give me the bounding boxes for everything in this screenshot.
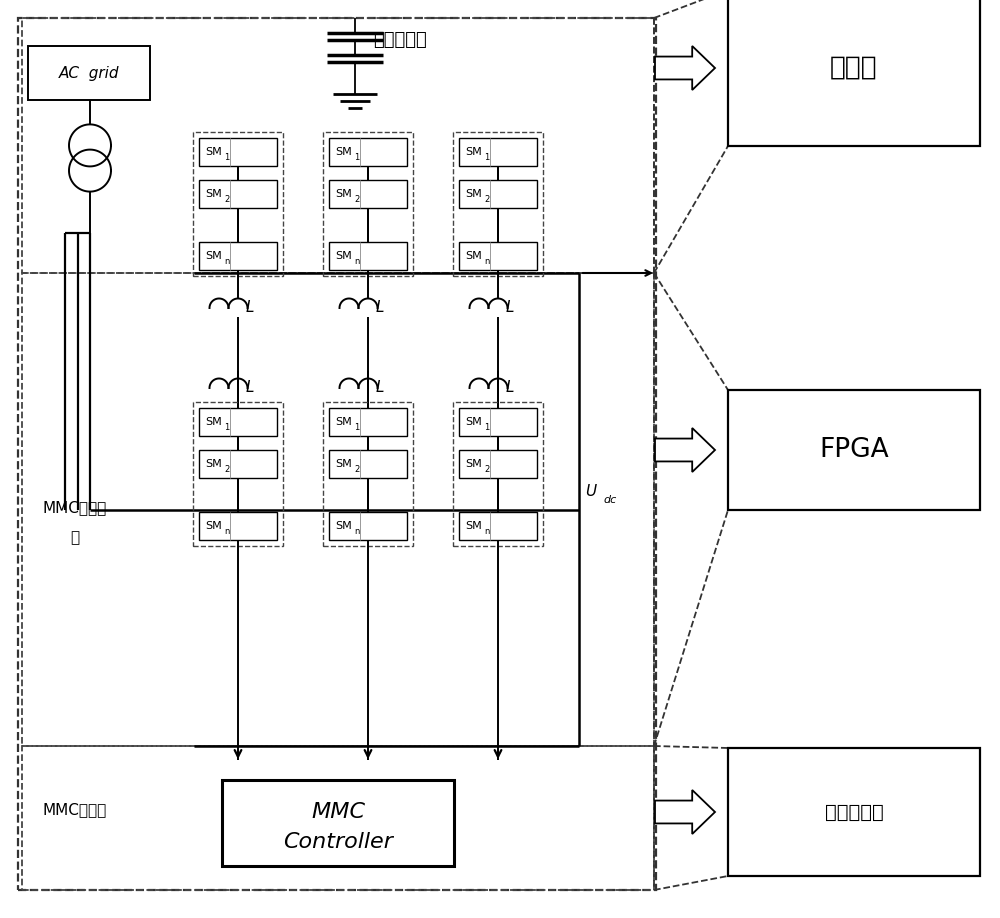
- Text: dc: dc: [603, 495, 616, 505]
- Text: L: L: [246, 300, 254, 316]
- Bar: [199, 512, 277, 540]
- Bar: [22, 273, 654, 746]
- Text: 外界控制器: 外界控制器: [825, 802, 883, 822]
- Text: SM: SM: [465, 521, 482, 531]
- Text: SM: SM: [335, 521, 352, 531]
- Bar: [199, 242, 277, 270]
- Text: 2: 2: [354, 465, 359, 474]
- Text: 1: 1: [484, 153, 489, 162]
- Text: n: n: [224, 527, 229, 536]
- Polygon shape: [655, 428, 715, 472]
- Text: L: L: [376, 300, 384, 316]
- Text: n: n: [484, 257, 489, 266]
- Bar: [728, 748, 980, 876]
- Bar: [22, 18, 654, 273]
- Text: n: n: [224, 257, 229, 266]
- Text: SM: SM: [465, 251, 482, 261]
- Bar: [459, 512, 537, 540]
- Text: 上位机: 上位机: [830, 55, 878, 81]
- Bar: [28, 46, 150, 100]
- Text: SM: SM: [205, 521, 222, 531]
- Text: 2: 2: [224, 196, 229, 204]
- Text: SM: SM: [205, 251, 222, 261]
- Text: SM: SM: [465, 417, 482, 427]
- Text: L: L: [506, 300, 514, 316]
- Text: 2: 2: [354, 196, 359, 204]
- Polygon shape: [655, 790, 715, 834]
- Bar: [329, 512, 407, 540]
- Text: 路: 路: [70, 531, 80, 545]
- Text: SM: SM: [205, 417, 222, 427]
- Bar: [329, 180, 407, 208]
- Bar: [323, 132, 413, 276]
- Bar: [459, 450, 537, 478]
- Text: 1: 1: [484, 423, 489, 432]
- Text: SM: SM: [465, 147, 482, 157]
- Bar: [199, 180, 277, 208]
- Bar: [329, 138, 407, 166]
- Text: 1: 1: [354, 423, 359, 432]
- Text: AC  grid: AC grid: [59, 65, 119, 81]
- Polygon shape: [655, 46, 715, 90]
- Text: L: L: [246, 380, 254, 396]
- Bar: [453, 402, 543, 546]
- Text: SM: SM: [465, 189, 482, 199]
- Text: SM: SM: [335, 147, 352, 157]
- Text: Controller: Controller: [283, 832, 393, 852]
- Text: L: L: [376, 380, 384, 396]
- Bar: [459, 180, 537, 208]
- Bar: [22, 746, 654, 890]
- Bar: [199, 450, 277, 478]
- Bar: [329, 242, 407, 270]
- Text: 2: 2: [484, 465, 489, 474]
- Text: 1: 1: [224, 423, 229, 432]
- Text: SM: SM: [205, 147, 222, 157]
- Text: n: n: [354, 527, 359, 536]
- Bar: [199, 408, 277, 436]
- Text: 1: 1: [224, 153, 229, 162]
- Text: L: L: [506, 380, 514, 396]
- Text: U: U: [585, 484, 596, 499]
- Bar: [728, 0, 980, 146]
- Text: SM: SM: [205, 189, 222, 199]
- Text: FPGA: FPGA: [819, 437, 889, 463]
- Text: n: n: [354, 257, 359, 266]
- Text: MMC控制器: MMC控制器: [43, 802, 107, 818]
- Bar: [18, 18, 656, 890]
- Text: n: n: [484, 527, 489, 536]
- Text: 2: 2: [484, 196, 489, 204]
- Bar: [728, 390, 980, 510]
- Text: MMC桥臂电: MMC桥臂电: [43, 500, 107, 516]
- Bar: [222, 780, 454, 866]
- Bar: [329, 408, 407, 436]
- Text: 1: 1: [354, 153, 359, 162]
- Text: SM: SM: [335, 417, 352, 427]
- Bar: [329, 450, 407, 478]
- Bar: [459, 242, 537, 270]
- Bar: [459, 408, 537, 436]
- Text: SM: SM: [205, 459, 222, 469]
- Text: SM: SM: [335, 251, 352, 261]
- Bar: [453, 132, 543, 276]
- Text: 电网主电路: 电网主电路: [373, 31, 427, 49]
- Text: 2: 2: [224, 465, 229, 474]
- Bar: [199, 138, 277, 166]
- Text: MMC: MMC: [311, 801, 365, 822]
- Bar: [459, 138, 537, 166]
- Bar: [323, 402, 413, 546]
- Text: SM: SM: [465, 459, 482, 469]
- Bar: [193, 132, 283, 276]
- Bar: [193, 402, 283, 546]
- Text: SM: SM: [335, 189, 352, 199]
- Text: SM: SM: [335, 459, 352, 469]
